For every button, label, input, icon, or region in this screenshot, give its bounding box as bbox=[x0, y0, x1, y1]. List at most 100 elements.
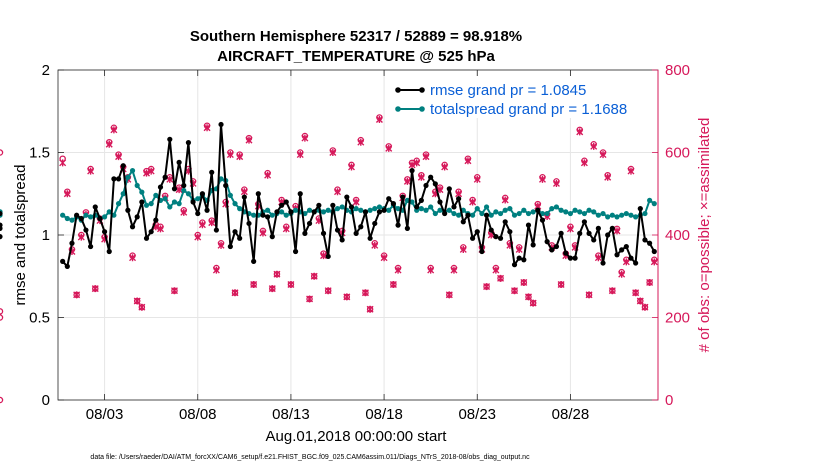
obs-assimilated-point bbox=[464, 157, 472, 165]
legend-box bbox=[393, 76, 655, 118]
obs-assimilated-point bbox=[212, 266, 220, 274]
obs-possible-point bbox=[0, 314, 4, 321]
legend-totalspread-marker bbox=[395, 106, 401, 112]
rmse-point bbox=[251, 258, 257, 264]
rmse-point bbox=[647, 240, 653, 246]
y-tick-label: 1 bbox=[42, 227, 50, 244]
rmse-point bbox=[64, 263, 70, 269]
obs-assimilated-point bbox=[566, 225, 574, 233]
rmse-point bbox=[237, 235, 243, 241]
rmse-point bbox=[600, 260, 606, 266]
obs-assimilated-point bbox=[347, 163, 355, 171]
totalspread-point bbox=[437, 207, 443, 213]
obs-assimilated-point bbox=[632, 289, 640, 297]
totalspread-point bbox=[479, 210, 485, 217]
obs-assimilated-point bbox=[599, 151, 607, 159]
obs-assimilated-point bbox=[622, 258, 630, 266]
rmse-point bbox=[442, 210, 448, 217]
rmse-point bbox=[0, 210, 3, 217]
totalspread-point bbox=[143, 202, 150, 208]
totalspread-point bbox=[176, 201, 182, 207]
obs-assimilated-point bbox=[226, 151, 234, 159]
rmse-point bbox=[283, 199, 289, 205]
rmse-point bbox=[623, 243, 629, 250]
totalspread-point bbox=[563, 209, 569, 215]
totalspread-point bbox=[227, 192, 233, 198]
totalspread-point bbox=[586, 207, 592, 213]
totalspread-point bbox=[530, 209, 536, 215]
rmse-point bbox=[530, 242, 536, 248]
rmse-point bbox=[372, 220, 378, 227]
obs-assimilated-point bbox=[259, 229, 267, 237]
totalspread-point bbox=[633, 214, 639, 220]
rmse-point bbox=[563, 250, 569, 256]
rmse-point bbox=[176, 159, 182, 165]
rmse-point bbox=[451, 204, 457, 210]
rmse-point bbox=[292, 248, 299, 255]
rmse-point bbox=[539, 217, 546, 223]
legend-totalspread-label: totalspread grand pr = 1.1688 bbox=[430, 101, 627, 118]
totalspread-point bbox=[609, 212, 615, 218]
rmse-point bbox=[288, 209, 294, 215]
obs-assimilated-point bbox=[580, 159, 588, 167]
rmse-point bbox=[358, 224, 364, 230]
obs-assimilated-point bbox=[264, 171, 272, 179]
rmse-point bbox=[493, 234, 499, 240]
obs-assimilated-point bbox=[250, 281, 258, 288]
obs-assimilated-point bbox=[590, 142, 598, 150]
rmse-point bbox=[265, 214, 271, 220]
obs-assimilated-point bbox=[641, 303, 649, 311]
obs-assimilated-point bbox=[389, 281, 397, 288]
obs-assimilated-point bbox=[492, 266, 500, 274]
totalspread-point bbox=[153, 192, 159, 198]
rmse-point bbox=[209, 169, 215, 175]
obs-assimilated-point bbox=[459, 245, 467, 253]
totalspread-point bbox=[115, 201, 122, 207]
obs-assimilated-point bbox=[608, 287, 616, 295]
totalspread-point bbox=[418, 206, 424, 212]
obs-assimilated-point bbox=[636, 297, 644, 305]
rmse-point bbox=[386, 196, 392, 202]
rmse-point bbox=[395, 222, 401, 228]
rmse-point bbox=[525, 222, 532, 228]
obs-assimilated-point bbox=[450, 266, 458, 274]
rmse-point bbox=[446, 186, 452, 192]
totalspread-point bbox=[647, 197, 653, 203]
obs-assimilated-point bbox=[501, 196, 509, 204]
rmse-point bbox=[74, 212, 80, 218]
obs-assimilated-point bbox=[618, 270, 626, 278]
rmse-point bbox=[549, 247, 555, 253]
obs-assimilated-point bbox=[282, 225, 290, 233]
ticks: 08/03 08/08 08/13 08/18 08/23 08/2800.511.520… bbox=[29, 62, 690, 423]
rmse-point bbox=[143, 235, 150, 241]
obs-possible-point bbox=[0, 308, 4, 315]
rmse-point bbox=[92, 204, 98, 210]
obs-assimilated-point bbox=[403, 177, 411, 185]
rmse-point bbox=[325, 253, 331, 260]
totalspread-point bbox=[544, 210, 550, 217]
totalspread-point bbox=[507, 206, 513, 212]
rmse-point bbox=[0, 222, 3, 228]
rmse-point bbox=[101, 229, 108, 235]
rmse-point bbox=[227, 243, 233, 250]
obs-assimilated-point bbox=[422, 153, 430, 161]
obs-assimilated-point bbox=[441, 163, 449, 171]
obs-assimilated-point bbox=[380, 254, 388, 262]
obs-assimilated-point bbox=[329, 149, 337, 156]
totalspread-point bbox=[283, 212, 289, 218]
obs-assimilated-point bbox=[613, 227, 621, 235]
rmse-point bbox=[0, 234, 3, 240]
y2-tick-label: 0 bbox=[665, 392, 673, 409]
rmse-point bbox=[134, 214, 140, 220]
legend-rmse-marker bbox=[395, 87, 401, 93]
obs-assimilated-point bbox=[371, 241, 379, 249]
rmse-point bbox=[400, 194, 406, 200]
rmse-point bbox=[129, 224, 136, 230]
totalspread-point bbox=[628, 212, 634, 218]
obs-assimilated-point bbox=[170, 287, 178, 295]
obs-assimilated-point bbox=[352, 198, 360, 206]
totalspread-point bbox=[451, 210, 457, 217]
x-tick-label: 08/18 bbox=[365, 406, 403, 423]
rmse-point bbox=[167, 136, 173, 142]
totalspread-point bbox=[428, 204, 434, 210]
